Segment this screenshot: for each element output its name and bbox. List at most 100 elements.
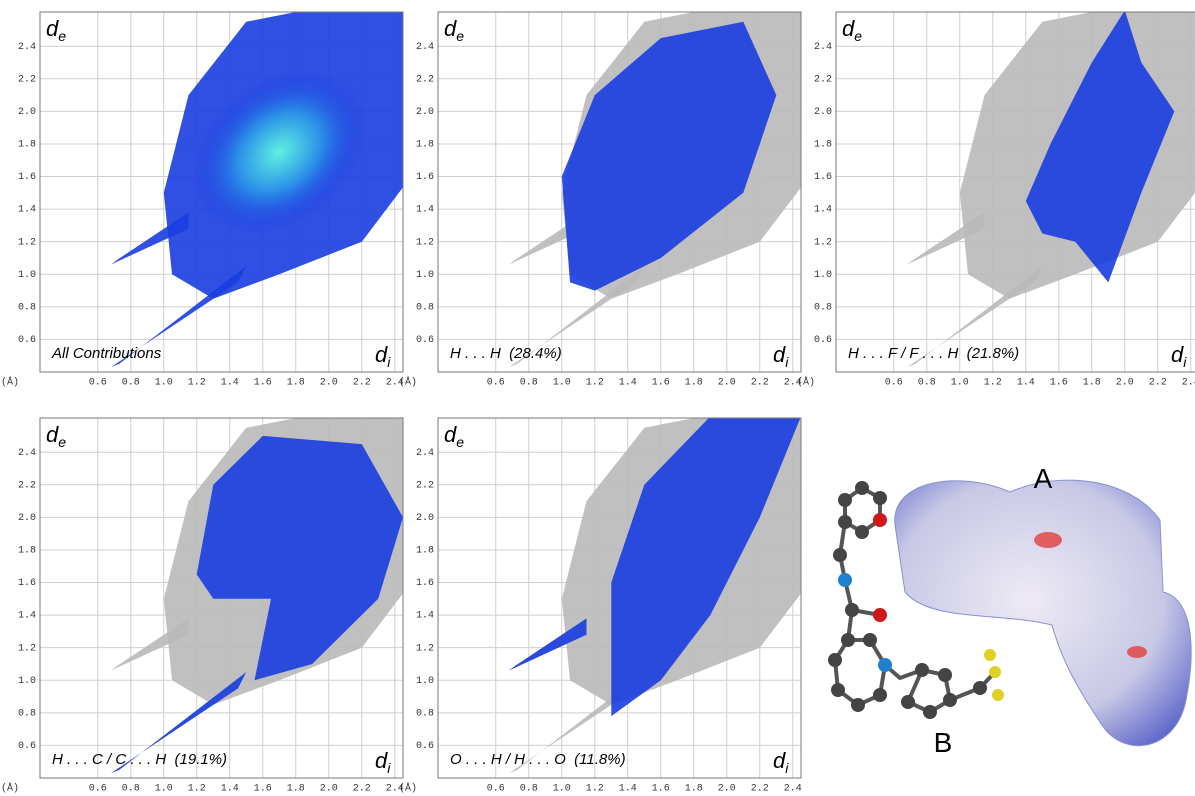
y-tick-label: 1.4 [814,205,832,216]
y-tick-label: 1.8 [18,140,36,151]
panel-label: H . . . C / C . . . H (19.1%) [52,751,227,768]
x-tick-label: 1.8 [1083,378,1101,389]
x-axis-subscript: i [387,760,391,776]
x-tick-label: 0.6 [89,784,107,795]
x-tick-label: 2.0 [718,784,736,795]
x-axis-subscript: i [785,354,789,370]
fingerprint-plot: 0.6 0.8 1.0 1.2 1.4 1.6 1.8 2.0 2.2 2.4 0.6 0.8 1.0 1… [1,417,404,795]
contact-region [561,21,777,291]
y-tick-label: 2.2 [18,480,36,491]
x-tick-label: 2.0 [718,378,736,389]
x-tick-label: 1.4 [619,378,637,389]
y-tick-label: 2.0 [18,513,36,524]
x-tick-label: 0.8 [122,784,140,795]
x-axis-symbol: d [773,342,786,367]
contact-region [508,618,587,671]
plot-frame [39,417,404,779]
y-axis-label: de [444,16,464,44]
y-tick-label: 1.0 [814,270,832,281]
x-tick-label: 2.4 [386,378,404,389]
y-tick-label: 1.4 [18,205,36,216]
x-tick-label: 0.8 [520,784,538,795]
y-tick-label: 1.6 [416,172,434,183]
x-tick-label: 1.0 [155,784,173,795]
x-tick-label: 1.4 [221,784,239,795]
point-cloud [508,12,801,368]
molecule-illustration: A B [828,463,1192,758]
y-tick-label: 1.8 [416,546,434,557]
x-tick-label: 1.4 [1017,378,1035,389]
x-tick-label: 1.6 [1050,378,1068,389]
y-tick-label: 1.4 [416,611,434,622]
x-tick-label: 0.8 [122,378,140,389]
x-tick-label: 0.6 [89,378,107,389]
y-axis-label: de [444,422,464,450]
y-tick-label: 1.6 [814,172,832,183]
unit-label: (Å) [399,782,417,795]
y-tick-label: 1.2 [18,237,36,248]
point-cloud [111,418,403,774]
y-tick-label: 2.0 [416,107,434,118]
plot-frame [437,11,802,373]
unit-label: (Å) [797,376,815,389]
x-tick-label: 1.4 [619,784,637,795]
x-axis-label: di [375,342,391,370]
y-axis-symbol: d [46,16,59,41]
x-tick-label: 1.6 [652,784,670,795]
y-tick-label: 1.6 [416,578,434,589]
x-tick-label: 1.8 [685,784,703,795]
y-tick-label: 1.8 [814,140,832,151]
fingerprint-plot: 0.6 0.8 1.0 1.2 1.4 1.6 1.8 2.0 2.2 2.4 0.6 0.8 1.0 1… [797,11,1195,389]
y-tick-label: 2.2 [18,74,36,85]
density-core [193,70,365,234]
x-tick-label: 1.0 [155,378,173,389]
panel-label: H . . . H (28.4%) [450,345,562,362]
x-tick-label: 1.0 [553,784,571,795]
x-tick-label: 2.2 [751,378,769,389]
x-tick-label: 1.2 [188,784,206,795]
x-axis-subscript: i [785,760,789,776]
x-axis-symbol: d [773,748,786,773]
y-axis-label: de [46,16,66,44]
y-tick-label: 2.4 [18,42,36,53]
y-tick-label: 2.4 [18,448,36,459]
y-axis-symbol: d [842,16,855,41]
fingerprint-plot: 0.6 0.8 1.0 1.2 1.4 1.6 1.8 2.0 2.2 2.4 0.6 0.8 1.0 1… [1,11,404,389]
x-tick-label: 1.6 [652,378,670,389]
y-tick-label: 2.2 [416,74,434,85]
y-tick-label: 1.2 [416,237,434,248]
y-tick-label: 1.4 [416,205,434,216]
x-tick-label: 2.4 [386,784,404,795]
fingerprint-plot: 0.6 0.8 1.0 1.2 1.4 1.6 1.8 2.0 2.2 2.4 0.6 0.8 1.0 1… [399,11,802,389]
point-cloud [111,12,403,368]
y-tick-label: 1.0 [416,270,434,281]
x-tick-label: 1.0 [951,378,969,389]
panel-label: O . . . H / H . . . O (11.8%) [450,751,626,768]
surface-label: A [1034,463,1053,494]
molecule-label: B [934,727,953,758]
x-tick-label: 0.6 [487,784,505,795]
x-tick-label: 2.0 [1116,378,1134,389]
x-tick-label: 2.4 [784,784,802,795]
x-tick-label: 2.2 [1149,378,1167,389]
y-tick-label: 2.4 [416,42,434,53]
atoms [828,481,1004,719]
plot-frame [835,11,1195,373]
x-tick-label: 2.0 [320,784,338,795]
x-tick-label: 2.0 [320,378,338,389]
x-tick-label: 0.6 [885,378,903,389]
y-tick-label: 1.8 [416,140,434,151]
y-tick-label: 0.8 [814,302,832,313]
y-tick-label: 1.0 [18,270,36,281]
fingerprint-plot: 0.6 0.8 1.0 1.2 1.4 1.6 1.8 2.0 2.2 2.4 0.6 0.8 1.0 1… [399,417,802,795]
y-tick-label: 2.4 [814,42,832,53]
x-tick-label: 2.4 [1182,378,1195,389]
y-tick-label: 2.2 [416,480,434,491]
point-cloud [508,418,801,774]
cloud-region [111,618,189,671]
y-axis-label: de [842,16,862,44]
plot-frame [39,11,404,373]
y-tick-label: 0.8 [18,708,36,719]
y-tick-label: 0.6 [814,335,832,346]
